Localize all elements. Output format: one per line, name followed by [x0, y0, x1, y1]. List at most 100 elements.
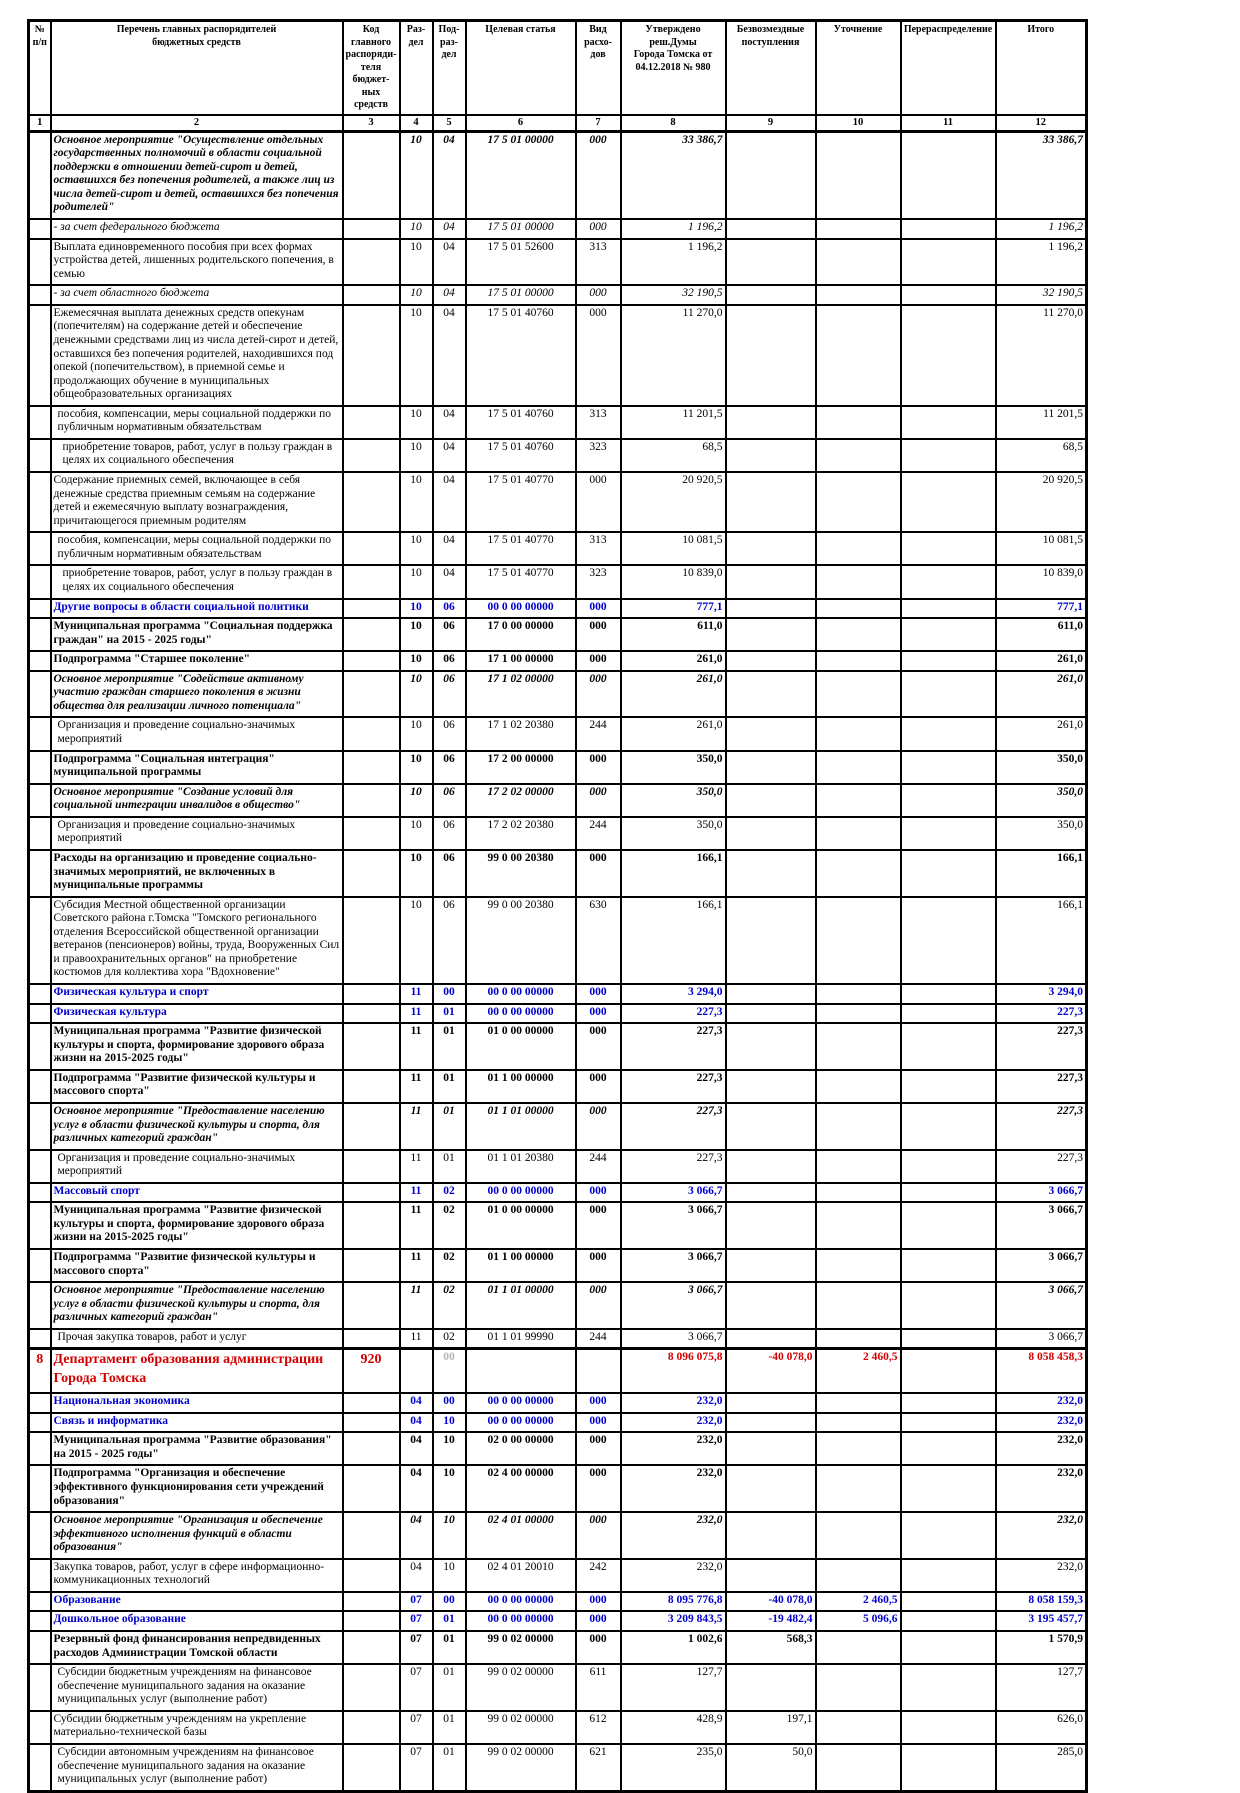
column-number: 4 [398, 113, 434, 133]
cell-expense-type: 000 [574, 130, 622, 220]
cell-total: 3 066,7 [994, 1281, 1088, 1330]
cell-adjustment [814, 303, 902, 407]
cell-total: 8 058 159,3 [994, 1590, 1088, 1613]
cell-total: 626,0 [994, 1709, 1088, 1745]
cell-razdel: 04 [398, 1511, 434, 1560]
cell-podrazdel: 00 [431, 1590, 467, 1613]
cell-redistribution [899, 437, 997, 474]
cell-target-article: 01 0 00 00000 [464, 1201, 577, 1250]
cell-approved: 232,0 [619, 1557, 727, 1593]
cell-target-article: 17 5 01 00000 [464, 130, 577, 220]
cell-name: пособия, компенсации, меры социальной по… [49, 531, 344, 567]
cell-grbs-code [341, 1610, 401, 1633]
cell-redistribution [899, 749, 997, 785]
cell-redistribution [899, 1022, 997, 1071]
cell-name: Расходы на организацию и проведение соци… [49, 848, 344, 898]
cell-approved: 261,0 [619, 650, 727, 672]
cell-expense-type: 323 [574, 437, 622, 474]
cell-name: - за счет федерального бюджета [49, 218, 344, 240]
cell-podrazdel: 04 [431, 404, 467, 440]
table-row: Образование 07 00 00 0 00 00000 000 8 095 776… [27, 1590, 1088, 1613]
cell-expense-type: 000 [574, 1511, 622, 1560]
cell-row-number [27, 1101, 52, 1151]
cell-target-article: 02 4 01 00000 [464, 1511, 577, 1560]
cell-target-article: 99 0 02 00000 [464, 1663, 577, 1712]
cell-podrazdel: 06 [431, 669, 467, 719]
cell-target-article: 17 0 00 00000 [464, 617, 577, 653]
cell-redistribution [899, 470, 997, 534]
cell-approved: 10 081,5 [619, 531, 727, 567]
cell-grants [724, 1464, 817, 1514]
cell-name: Муниципальная программа "Развитие образо… [49, 1431, 344, 1467]
column-number: 2 [49, 113, 344, 133]
cell-approved: 3 066,7 [619, 1181, 727, 1204]
cell-expense-type: 000 [574, 1590, 622, 1613]
cell-grants [724, 815, 817, 851]
cell-expense-type: 000 [574, 1247, 622, 1284]
cell-target-article: 17 5 01 40770 [464, 564, 577, 600]
cell-podrazdel: 04 [431, 437, 467, 474]
cell-name: Организация и проведение социально-значи… [49, 716, 344, 752]
cell-name: Субсидии автономным учреждениям на финан… [49, 1742, 344, 1793]
cell-grbs-code [341, 1068, 401, 1104]
cell-name: Другие вопросы в области социальной поли… [49, 597, 344, 620]
cell-grants: -40 078,0 [724, 1590, 817, 1613]
cell-approved: 3 066,7 [619, 1201, 727, 1250]
cell-adjustment [814, 1327, 902, 1350]
cell-expense-type: 000 [574, 1281, 622, 1330]
cell-redistribution [899, 1663, 997, 1712]
cell-adjustment [814, 531, 902, 567]
cell-adjustment [814, 284, 902, 306]
cell-approved: 33 386,7 [619, 130, 727, 220]
cell-podrazdel: 06 [431, 848, 467, 898]
cell-approved: 1 196,2 [619, 218, 727, 240]
cell-row-number [27, 749, 52, 785]
cell-grants [724, 130, 817, 220]
cell-row-number [27, 1002, 52, 1025]
cell-name: - за счет областного бюджета [49, 284, 344, 306]
cell-grbs-code [341, 1392, 401, 1414]
cell-target-article: 17 5 01 00000 [464, 218, 577, 240]
cell-total: 777,1 [994, 597, 1088, 620]
cell-row-number [27, 1068, 52, 1104]
cell-podrazdel: 10 [431, 1511, 467, 1560]
cell-razdel: 10 [398, 564, 434, 600]
cell-total: 232,0 [994, 1392, 1088, 1414]
cell-target-article: 17 2 02 00000 [464, 782, 577, 818]
cell-expense-type: 611 [574, 1663, 622, 1712]
cell-grbs-code [341, 669, 401, 719]
cell-row-number [27, 470, 52, 534]
cell-podrazdel: 04 [431, 218, 467, 240]
cell-grbs-code [341, 1022, 401, 1071]
cell-razdel: 07 [398, 1610, 434, 1633]
table-row: Основное мероприятие "Содействие активно… [27, 669, 1088, 719]
cell-adjustment [814, 470, 902, 534]
cell-target-article: 00 0 00 00000 [464, 1181, 577, 1204]
column-number: 8 [619, 113, 727, 133]
cell-total: 227,3 [994, 1068, 1088, 1104]
cell-podrazdel: 04 [431, 564, 467, 600]
cell-total: 261,0 [994, 650, 1088, 672]
cell-expense-type: 630 [574, 895, 622, 986]
cell-adjustment [814, 1464, 902, 1514]
cell-grbs-code [341, 130, 401, 220]
table-row: Муниципальная программа "Развитие физиче… [27, 1201, 1088, 1250]
cell-name: приобретение товаров, работ, услуг в пол… [49, 564, 344, 600]
cell-grbs-code [341, 437, 401, 474]
cell-podrazdel: 06 [431, 782, 467, 818]
cell-name: приобретение товаров, работ, услуг в пол… [49, 437, 344, 474]
cell-target-article: 17 2 02 20380 [464, 815, 577, 851]
cell-adjustment [814, 597, 902, 620]
cell-redistribution [899, 1557, 997, 1593]
cell-grants [724, 1281, 817, 1330]
cell-podrazdel: 02 [431, 1281, 467, 1330]
cell-adjustment [814, 1181, 902, 1204]
cell-redistribution [899, 815, 997, 851]
cell-adjustment [814, 1247, 902, 1284]
cell-approved: 127,7 [619, 1663, 727, 1712]
cell-grbs-code [341, 1002, 401, 1025]
cell-total: 227,3 [994, 1101, 1088, 1151]
cell-grbs-code [341, 1663, 401, 1712]
cell-row-number [27, 983, 52, 1005]
cell-target-article: 99 0 02 00000 [464, 1742, 577, 1793]
